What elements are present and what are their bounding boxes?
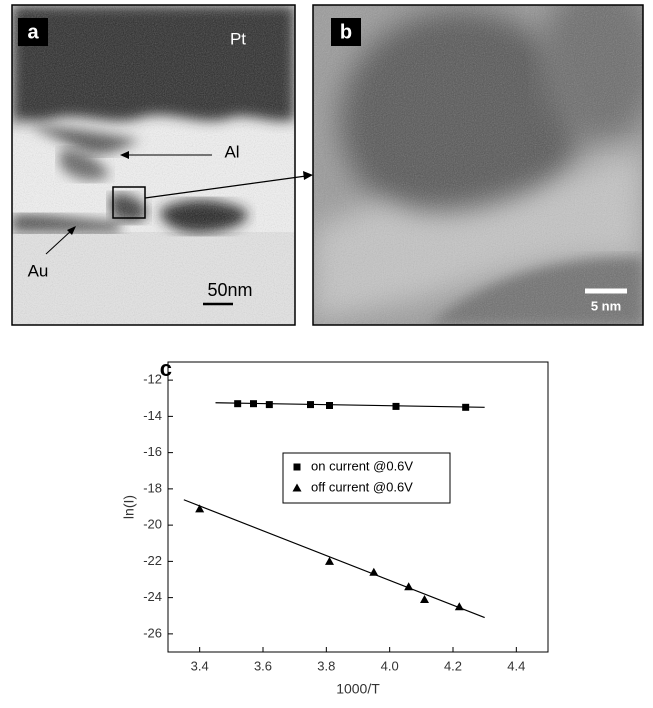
data-point bbox=[462, 404, 469, 411]
x-tick-label: 4.2 bbox=[444, 658, 462, 673]
y-tick-label: -18 bbox=[143, 480, 162, 495]
y-tick-label: -22 bbox=[143, 553, 162, 568]
data-point bbox=[234, 400, 241, 407]
x-tick-label: 3.6 bbox=[254, 658, 272, 673]
scale-bar-label: 5 nm bbox=[591, 298, 621, 313]
y-tick-label: -26 bbox=[143, 625, 162, 640]
data-point bbox=[307, 401, 314, 408]
annotation: Al bbox=[224, 142, 239, 161]
x-tick-label: 3.8 bbox=[317, 658, 335, 673]
annotation: Pt bbox=[230, 29, 246, 48]
annotation: Au bbox=[28, 261, 49, 280]
x-tick-label: 3.4 bbox=[191, 658, 209, 673]
figure: a Pt Al Au 50nm b 5 nm c 3.43.63.84.04.2… bbox=[0, 0, 653, 703]
data-point bbox=[195, 504, 204, 512]
y-tick-label: -16 bbox=[143, 444, 162, 459]
x-tick-label: 4.0 bbox=[381, 658, 399, 673]
data-point bbox=[266, 401, 273, 408]
micrograph-a bbox=[12, 5, 295, 325]
panel-label: b bbox=[340, 21, 352, 43]
y-axis-label: ln(I) bbox=[121, 495, 137, 519]
panel-label: a bbox=[27, 21, 39, 43]
x-tick-label: 4.4 bbox=[507, 658, 525, 673]
data-point bbox=[369, 568, 378, 576]
legend-label: off current @0.6V bbox=[311, 479, 413, 494]
y-tick-label: -24 bbox=[143, 589, 162, 604]
legend-label: on current @0.6V bbox=[311, 458, 413, 473]
scale-bar-label: 50nm bbox=[207, 280, 252, 300]
data-point bbox=[326, 402, 333, 409]
data-point bbox=[393, 403, 400, 410]
y-tick-label: -12 bbox=[143, 372, 162, 387]
data-point bbox=[250, 400, 257, 407]
legend-marker bbox=[294, 464, 301, 471]
arrow-head bbox=[303, 171, 313, 180]
fit-line bbox=[184, 500, 485, 618]
y-tick-label: -20 bbox=[143, 517, 162, 532]
y-tick-label: -14 bbox=[143, 408, 162, 423]
data-point bbox=[420, 595, 429, 603]
micrograph-b bbox=[313, 0, 653, 325]
x-axis-label: 1000/T bbox=[336, 681, 380, 697]
